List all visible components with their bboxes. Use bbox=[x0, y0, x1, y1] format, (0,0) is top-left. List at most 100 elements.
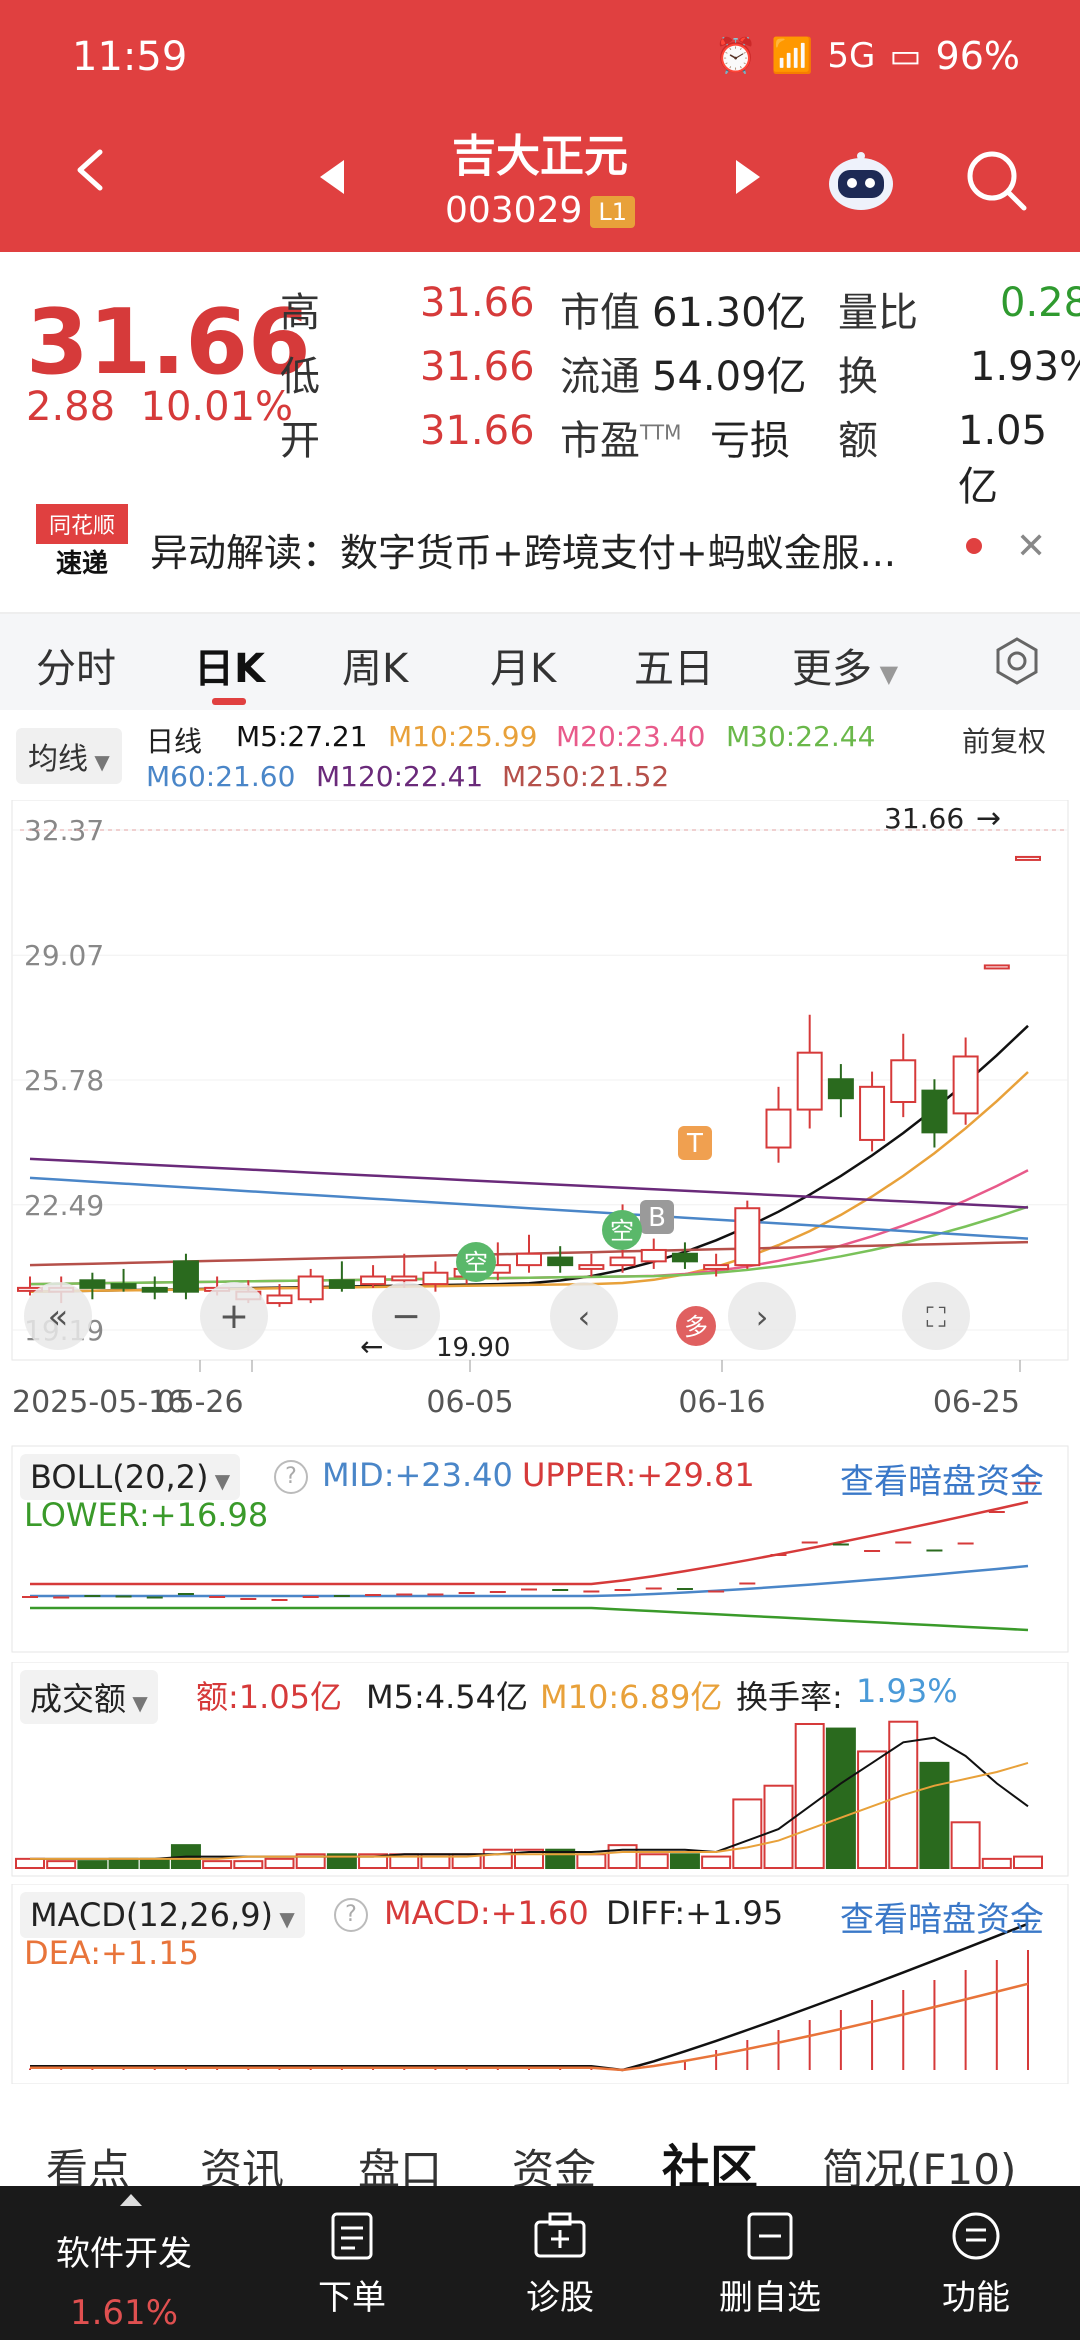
kline-candles bbox=[17, 855, 1041, 1307]
price-change: 2.88 10.01% bbox=[26, 384, 293, 430]
news-headline[interactable]: 异动解读：数字货币+跨境支付+蚂蚁金服... bbox=[150, 531, 896, 575]
sector-button[interactable]: 软件开发 1.61% bbox=[34, 2226, 214, 2333]
ma-select[interactable]: 均线 ▼ bbox=[16, 728, 122, 784]
signal-badge-t[interactable]: T bbox=[678, 1126, 712, 1160]
volume-bar bbox=[669, 1853, 700, 1870]
zoom-out-button[interactable] bbox=[372, 1282, 440, 1350]
tab-news[interactable]: 资讯 bbox=[200, 2145, 285, 2194]
diagnose-label: 诊股 bbox=[526, 2278, 594, 2318]
ma10-value: M10:25.99 bbox=[388, 720, 538, 753]
macd-select[interactable]: MACD(12,26,9) ▼ bbox=[20, 1892, 305, 1938]
close-icon[interactable]: ✕ bbox=[1016, 526, 1047, 567]
chevron-down-icon: ▼ bbox=[126, 1691, 148, 1715]
vr-value: 0.28 bbox=[1000, 280, 1080, 326]
signal-badge-b[interactable]: B bbox=[640, 1200, 674, 1234]
search-icon[interactable] bbox=[964, 148, 1028, 212]
zoom-first-button[interactable] bbox=[24, 1282, 92, 1350]
signal-badge-kong-2[interactable]: 空 bbox=[602, 1210, 642, 1250]
volume-chart bbox=[11, 1662, 1069, 1877]
robot-assistant-icon[interactable] bbox=[826, 150, 896, 212]
battery-level: 96% bbox=[935, 34, 1020, 78]
next-stock-button[interactable] bbox=[736, 160, 760, 194]
volume-bar bbox=[607, 1844, 638, 1869]
candle-body bbox=[765, 1108, 792, 1149]
news-unread-dot bbox=[966, 538, 982, 554]
candle-body bbox=[827, 1078, 854, 1100]
boll-upper-line bbox=[30, 1500, 1029, 1586]
tab-five-day[interactable]: 五日 bbox=[634, 646, 714, 692]
volume-bar bbox=[576, 1853, 607, 1870]
macd-panel: MACD(12,26,9) ▼ ? MACD:+1.60 DIFF:+1.95 … bbox=[0, 1884, 1080, 2084]
sector-name: 软件开发 bbox=[56, 2234, 192, 2274]
news-logo-top: 同花顺 bbox=[49, 514, 115, 539]
fullscreen-button[interactable] bbox=[902, 1282, 970, 1350]
signal-badge-kong[interactable]: 空 bbox=[456, 1242, 496, 1282]
order-button[interactable]: 下单 bbox=[262, 2210, 442, 2319]
help-icon[interactable]: ? bbox=[334, 1898, 368, 1932]
candle-body bbox=[297, 1275, 324, 1301]
status-icons: ⏰ 📶 5G ▭ 96% bbox=[715, 34, 1020, 78]
ma250-value: M250:21.52 bbox=[502, 760, 670, 793]
tab-more[interactable]: 更多 ▼ bbox=[792, 636, 898, 694]
ma120-value: M120:22.41 bbox=[316, 760, 484, 793]
tab-highlights[interactable]: 看点 bbox=[46, 2145, 131, 2194]
candle-body bbox=[640, 1248, 667, 1263]
tab-monthly-k[interactable]: 月K bbox=[490, 646, 557, 692]
zoom-in-button[interactable] bbox=[200, 1282, 268, 1350]
tab-daily-k[interactable]: 日K bbox=[194, 646, 265, 692]
current-price: 31.66 bbox=[26, 290, 311, 395]
candle-body bbox=[1015, 855, 1041, 861]
remove-watchlist-button[interactable]: 删自选 bbox=[680, 2210, 860, 2319]
signal-badge-duo[interactable]: 多 bbox=[676, 1306, 716, 1346]
function-button[interactable]: 功能 bbox=[886, 2210, 1066, 2319]
dark-pool-link[interactable]: 查看暗盘资金 bbox=[840, 1462, 1044, 1502]
volume-bar bbox=[358, 1853, 389, 1870]
candle-body bbox=[703, 1264, 730, 1270]
scroll-right-button[interactable] bbox=[728, 1282, 796, 1350]
candle-body bbox=[516, 1252, 542, 1267]
adjust-mode[interactable]: 前复权 bbox=[962, 725, 1047, 758]
volume-select[interactable]: 成交额 ▼ bbox=[20, 1670, 158, 1724]
boll-select[interactable]: BOLL(20,2) ▼ bbox=[20, 1454, 241, 1500]
dark-pool-link-macd[interactable]: 查看暗盘资金 bbox=[840, 1900, 1044, 1940]
turnover-value: 1.93% bbox=[970, 344, 1080, 390]
settings-icon[interactable] bbox=[992, 636, 1042, 686]
candle-body bbox=[360, 1275, 387, 1286]
tab-f10[interactable]: 简况(F10) bbox=[822, 2145, 1017, 2194]
stock-name: 吉大正元 bbox=[452, 131, 628, 182]
candle-body bbox=[391, 1275, 418, 1282]
help-icon[interactable]: ? bbox=[274, 1460, 308, 1494]
tab-orderbook[interactable]: 盘口 bbox=[358, 2145, 443, 2194]
news-ticker[interactable]: 同花顺 速递 异动解读：数字货币+跨境支付+蚂蚁金服... ✕ bbox=[0, 496, 1080, 596]
prev-stock-button[interactable] bbox=[320, 160, 344, 194]
kline-kind: 日线 bbox=[146, 725, 203, 758]
tab-weekly-k[interactable]: 周K bbox=[342, 646, 409, 692]
minus-icon: − bbox=[391, 1296, 421, 1337]
order-label: 下单 bbox=[318, 2278, 386, 2318]
turnover-rate-value: 1.93% bbox=[856, 1672, 958, 1710]
macd-chart bbox=[11, 1884, 1069, 2084]
diagnose-button[interactable]: 诊股 bbox=[470, 2210, 650, 2319]
volume-bar bbox=[950, 1821, 981, 1870]
bottom-action-bar: 软件开发 1.61% 下单 诊股 删自选 功能 bbox=[0, 2186, 1080, 2340]
battery-icon: ▭ bbox=[889, 36, 922, 76]
plus-icon: + bbox=[219, 1296, 249, 1337]
ma5-value: M5:27.21 bbox=[236, 720, 368, 753]
scroll-left-button[interactable] bbox=[550, 1282, 618, 1350]
back-icon[interactable] bbox=[70, 148, 114, 192]
amount-label: 额 bbox=[838, 418, 878, 464]
macd-bars bbox=[29, 1922, 1029, 2072]
volume-bar bbox=[326, 1853, 357, 1870]
tab-intraday[interactable]: 分时 bbox=[36, 646, 116, 692]
tab-fund-flow[interactable]: 资金 bbox=[512, 2145, 597, 2194]
chevron-left-icon: ‹ bbox=[578, 1298, 591, 1336]
candle-body bbox=[890, 1059, 917, 1104]
boll-lines bbox=[22, 1482, 1036, 1632]
macd-select-label: MACD(12,26,9) bbox=[30, 1896, 274, 1934]
network-label: 5G bbox=[827, 36, 876, 76]
signal-badge-kong-label: 空 bbox=[464, 1249, 488, 1277]
volume-bar bbox=[139, 1857, 170, 1870]
active-tab-indicator bbox=[212, 698, 246, 705]
